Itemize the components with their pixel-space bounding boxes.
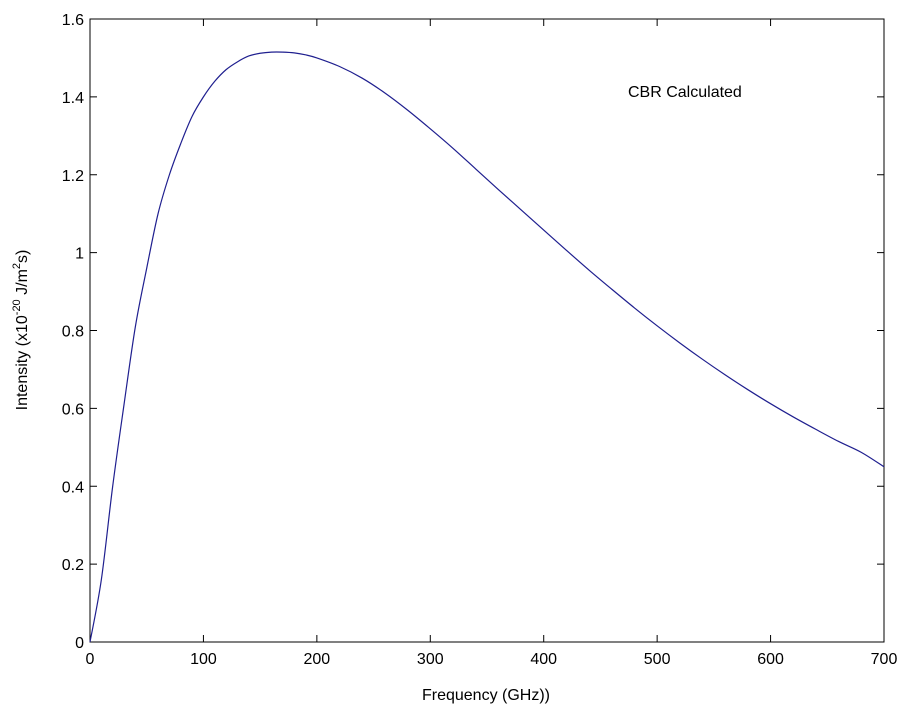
y-axis-label-exponent2: 2 [11, 263, 23, 269]
y-tick-label: 1.4 [62, 90, 84, 107]
y-axis-label-exponent: -20 [11, 299, 23, 315]
series-line-cbr [89, 51, 885, 643]
x-tick-label: 0 [86, 651, 95, 668]
y-tick-label: 1.6 [62, 12, 84, 29]
ticks [89, 18, 885, 643]
y-axis-label-prefix: Intensity (x10 [14, 315, 31, 410]
y-tick-label: 1.2 [62, 168, 84, 185]
y-tick-label: 0.8 [62, 324, 84, 341]
y-tick-label: 1 [75, 246, 84, 263]
y-axis-label-mid: J/m [14, 269, 31, 299]
x-tick-label: 200 [304, 651, 331, 668]
x-tick-label: 300 [417, 651, 444, 668]
tick-labels: 0 100 200 300 400 500 600 700 0 0.2 0.4 0.6 0.8 1 1.2 1… [62, 12, 898, 668]
x-tick-label: 500 [644, 651, 671, 668]
x-axis-label: Frequency (GHz)) [422, 687, 550, 704]
axes-box [89, 18, 885, 643]
annotation-cbr-calculated: CBR Calculated [628, 84, 742, 101]
y-axis-label-suffix: s) [14, 250, 31, 263]
x-tick-label: 100 [190, 651, 217, 668]
y-tick-label: 0.2 [62, 557, 84, 574]
x-tick-label: 600 [757, 651, 784, 668]
plot-area: 0 100 200 300 400 500 600 700 0 0.2 0.4 0.6 0.8 1 1.2 1… [62, 12, 898, 668]
y-tick-label: 0 [75, 635, 84, 652]
x-tick-label: 700 [871, 651, 898, 668]
y-tick-label: 0.4 [62, 479, 84, 496]
y-axis-label: Intensity (x10-20 J/m2s) [11, 250, 31, 411]
y-tick-label: 0.6 [62, 401, 84, 418]
x-tick-label: 400 [530, 651, 557, 668]
